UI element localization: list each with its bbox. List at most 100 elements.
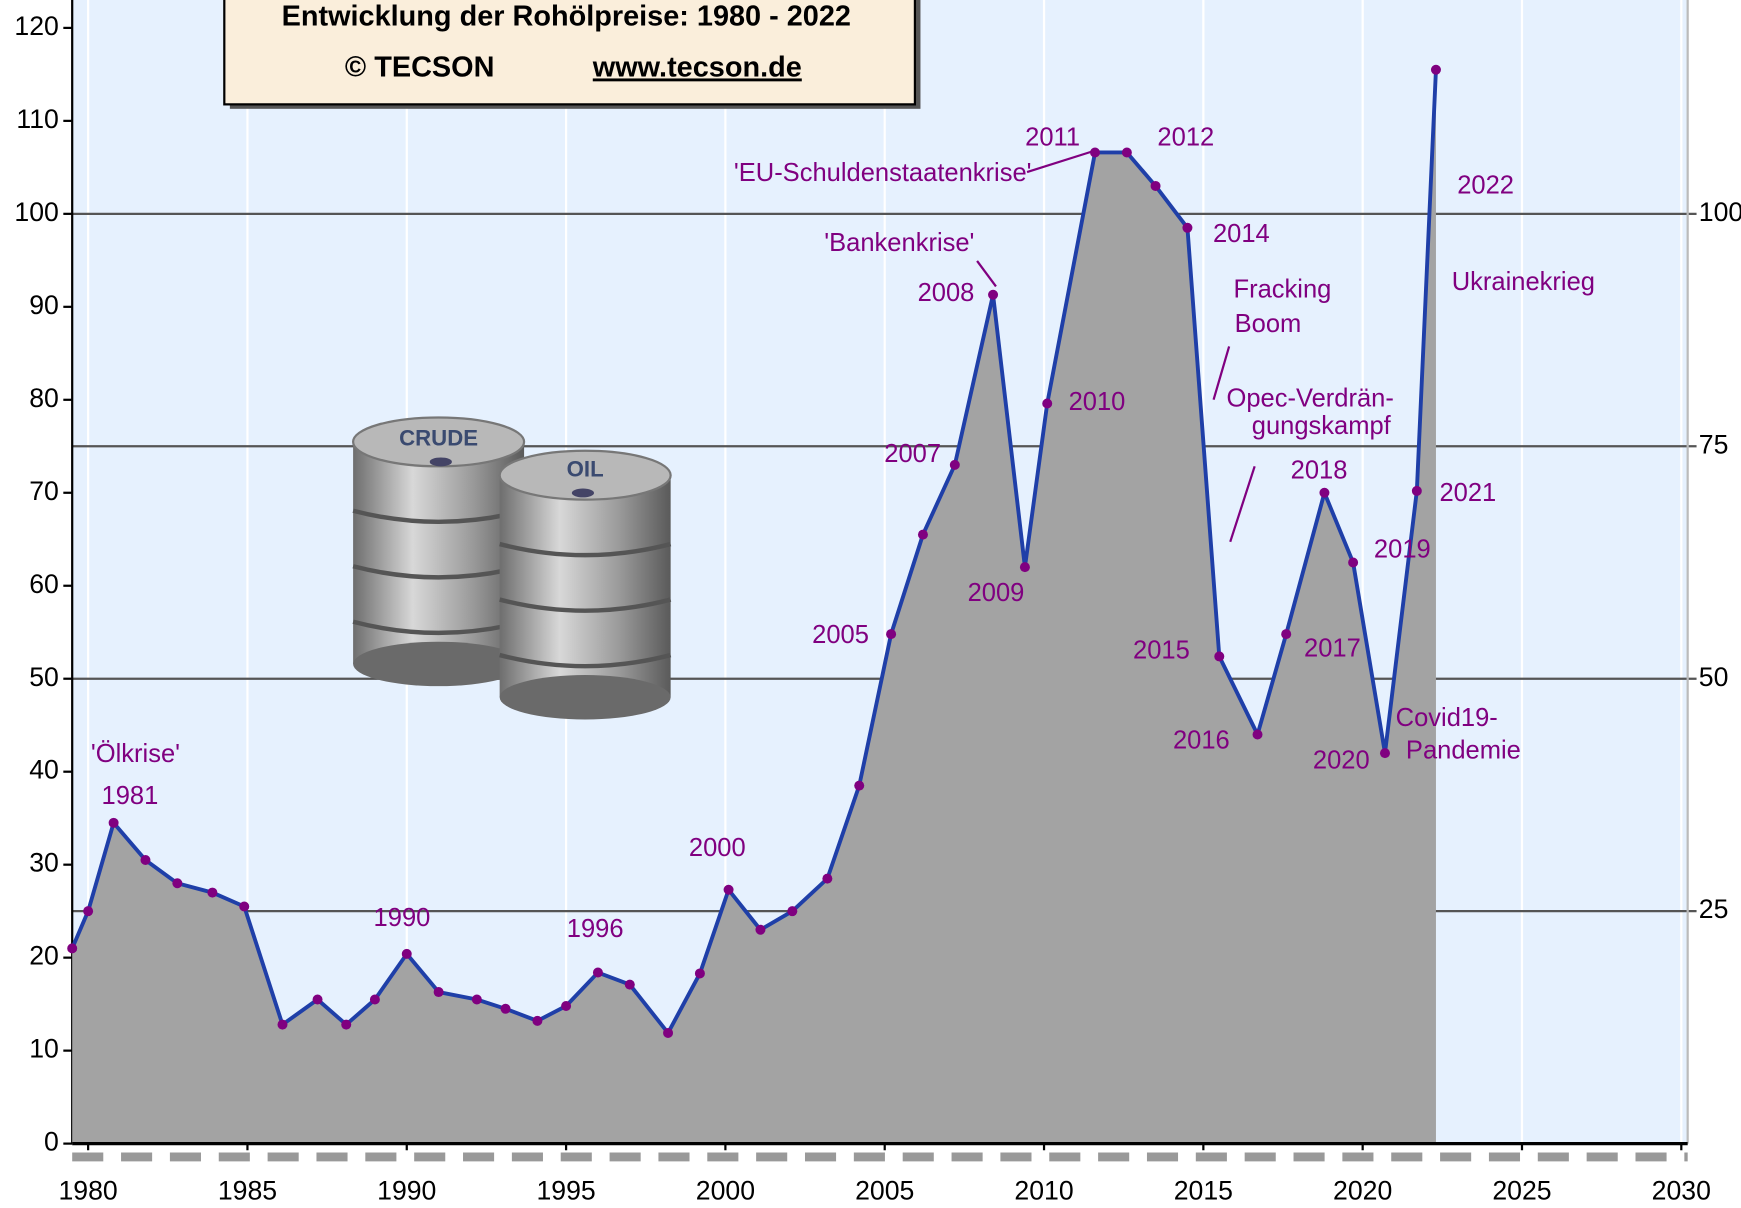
y-tick-label: 50 [29,662,59,692]
chart-title: Entwicklung der Rohölpreise: 1980 - 2022 [282,0,851,32]
y-tick-label: 80 [29,383,59,413]
annotation: 2018 [1291,457,1348,485]
source: © TECSON [345,51,495,83]
marker [1121,147,1132,158]
marker [471,994,482,1005]
marker [239,901,250,912]
barrel-label: CRUDE [399,426,478,451]
x-tick-label: 2025 [1492,1175,1551,1205]
annotation: 'Ölkrise' [91,740,180,768]
marker [886,629,897,640]
annotation: gungskampf [1252,412,1392,440]
marker [67,943,78,954]
annotation: Ukrainekrieg [1452,268,1595,296]
marker [277,1019,288,1030]
marker [1348,557,1359,568]
y2-tick-label: 25 [1699,894,1729,924]
annotation: 'Bankenkrise' [824,229,974,257]
marker [433,987,444,998]
y-tick-label: 30 [29,848,59,878]
x-tick-label: 1985 [218,1175,277,1205]
marker [532,1015,543,1026]
line [70,69,1438,1035]
annotation-leader [1026,149,1095,174]
marker [624,979,635,990]
url: www.tecson.de [592,51,802,83]
marker [172,878,183,889]
x-tick-label: 1995 [536,1175,595,1205]
marker [1281,629,1292,640]
x-tick-label: 2015 [1174,1175,1233,1205]
annotation: 2007 [884,440,941,468]
y-tick-label: 40 [29,755,59,785]
annotation: 2010 [1069,388,1126,416]
area [72,69,1436,1144]
title-box: Entwicklung der Rohölpreise: 1980 - 2022… [223,0,921,109]
annotation: 2017 [1304,634,1361,662]
marker [592,967,603,978]
y-tick-label: 120 [14,11,58,41]
x-tick-label: 2010 [1014,1175,1073,1205]
annotation: 2014 [1213,220,1270,248]
marker [108,817,119,828]
marker [1019,562,1030,573]
marker [341,1019,352,1030]
annotation-leader [1212,346,1231,401]
marker [1319,487,1330,498]
annotation: 1981 [102,782,159,810]
marker [1150,180,1161,191]
barrels: CRUDE OIL [351,416,672,720]
x-tick-label: 1980 [59,1175,118,1205]
annotation-leader [976,260,997,288]
marker [949,459,960,470]
y-tick-label: 110 [16,104,58,134]
annotation: 2019 [1374,535,1431,563]
annotation: Pandemie [1406,736,1521,764]
marker [917,529,928,540]
marker [140,855,151,866]
marker [1182,222,1193,233]
y-tick-label: 60 [29,569,59,599]
annotation: 2011 [1025,124,1080,152]
marker [854,780,865,791]
y2-tick-label: 50 [1699,662,1729,692]
annotation: 2016 [1173,726,1230,754]
marker [1430,64,1441,75]
marker [694,968,705,979]
x-tick-label: 2000 [696,1175,755,1205]
annotation: 2015 [1133,636,1190,664]
annotation: 'EU-Schuldenstaatenkrise' [734,159,1032,187]
annotation: 2005 [812,621,869,649]
marker [1252,729,1263,740]
y-tick-label: 0 [44,1127,59,1157]
marker [312,994,323,1005]
x-tick-label: 2030 [1652,1175,1711,1205]
marker [500,1003,511,1014]
marker [988,289,999,300]
annotation: Boom [1235,310,1302,338]
y2-tick-label: 75 [1699,429,1729,459]
marker [723,884,734,895]
annotation: 1996 [567,915,624,943]
marker [1411,485,1422,496]
marker [663,1027,674,1038]
marker [401,948,412,959]
annotation: 2020 [1313,746,1370,774]
y-tick-label: 20 [29,941,59,971]
annotation: 2008 [918,279,975,307]
x-tick-label: 2020 [1333,1175,1392,1205]
marker [822,873,833,884]
marker [561,1001,572,1011]
marker [1042,398,1053,409]
annotation: 2009 [968,579,1025,607]
annotation: Fracking [1233,276,1331,304]
annotation: Covid19- [1396,704,1498,732]
y-tick-label: 90 [29,290,59,320]
marker [1214,651,1225,662]
marker [755,924,766,935]
annotation: 2021 [1439,479,1496,507]
annotation-leader [1229,465,1256,543]
marker [1379,748,1390,759]
y-tick-label: 70 [29,476,59,506]
